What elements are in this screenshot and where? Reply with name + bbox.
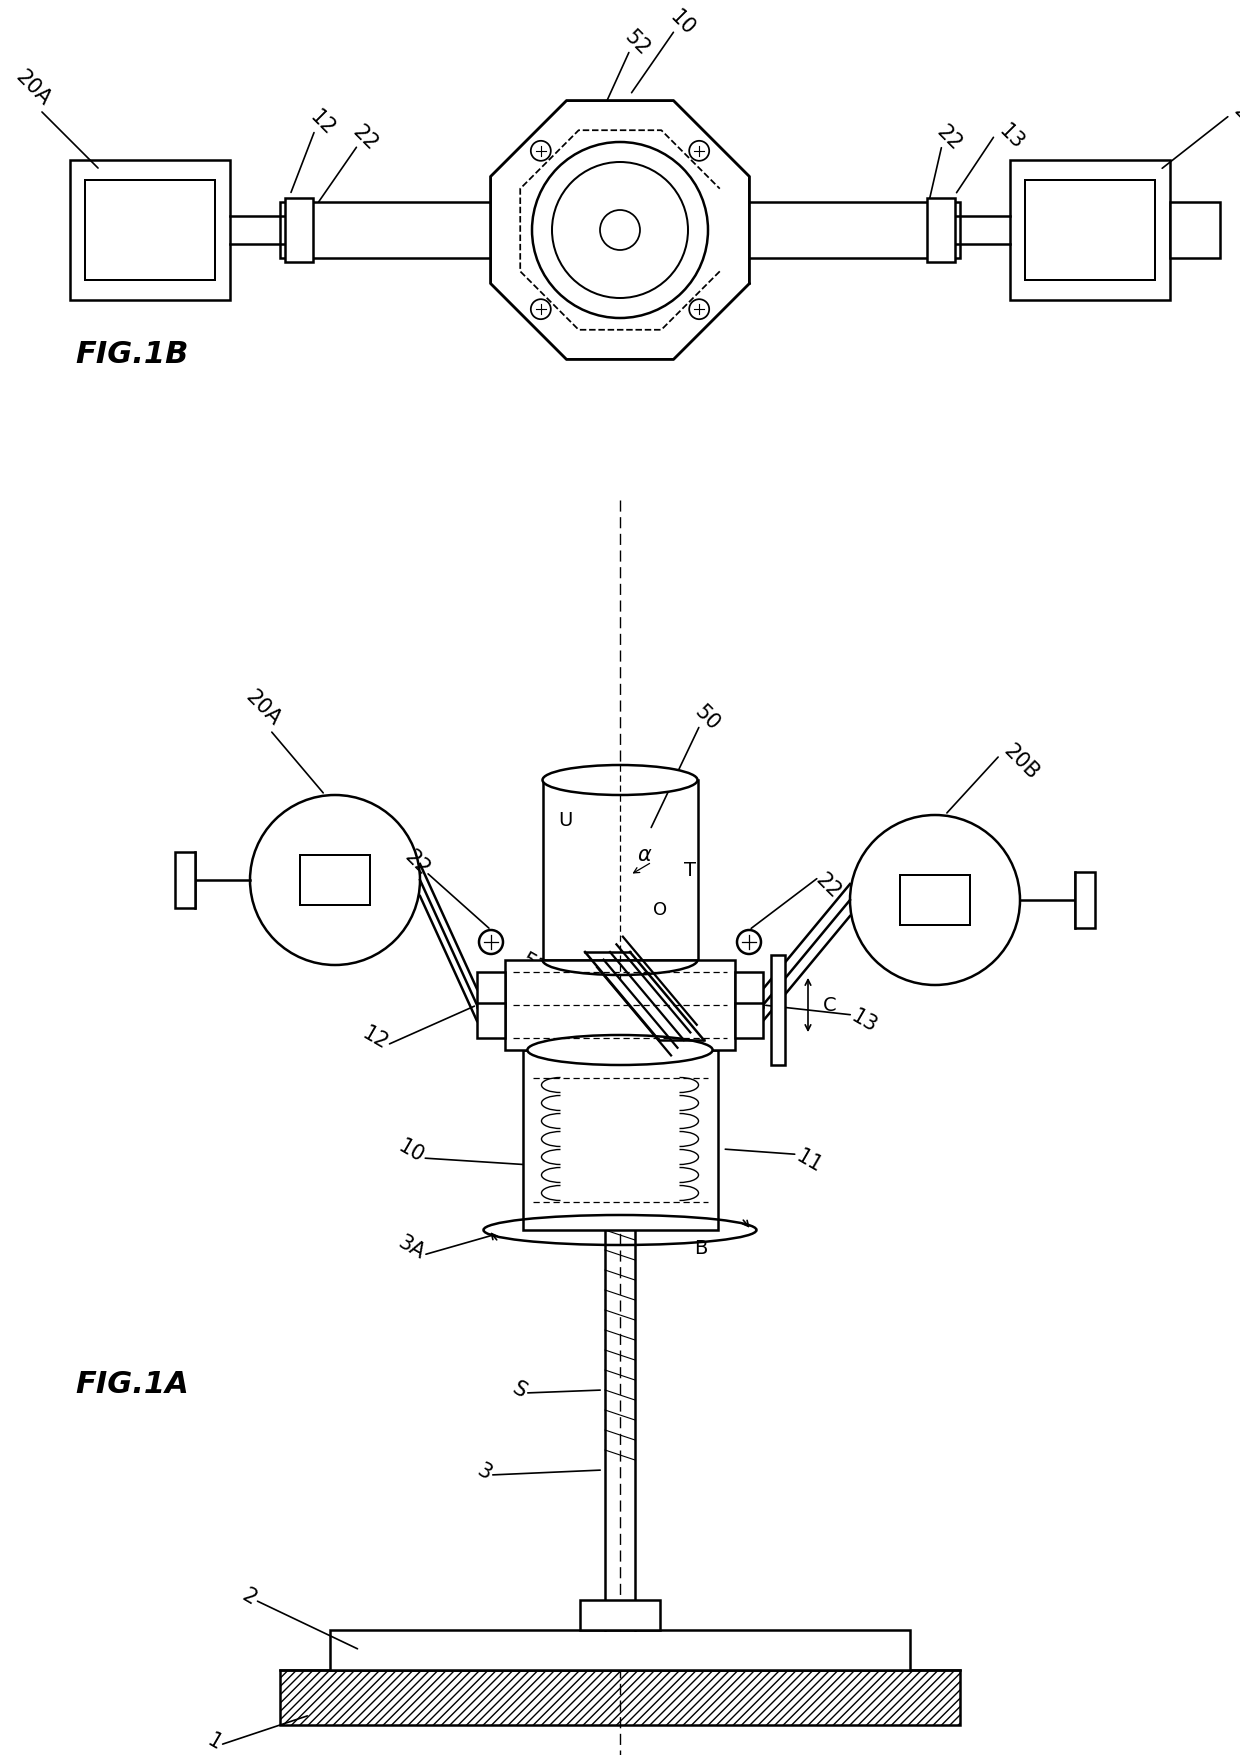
Circle shape xyxy=(600,211,640,249)
Text: 12: 12 xyxy=(360,1023,392,1053)
Text: A: A xyxy=(650,1139,663,1158)
Text: 3: 3 xyxy=(474,1460,495,1483)
Text: 3A: 3A xyxy=(394,1232,428,1264)
Circle shape xyxy=(531,140,551,161)
Text: 22: 22 xyxy=(812,870,844,902)
Bar xyxy=(1075,872,1095,928)
Bar xyxy=(735,1004,763,1037)
Text: 20A: 20A xyxy=(11,67,55,111)
Bar xyxy=(771,955,785,1065)
Bar xyxy=(1171,202,1220,258)
Bar xyxy=(505,960,735,1049)
Text: FIG.1A: FIG.1A xyxy=(74,1371,188,1399)
Text: 50: 50 xyxy=(691,702,723,734)
Bar xyxy=(69,160,229,300)
Text: 10: 10 xyxy=(666,7,698,39)
Circle shape xyxy=(479,930,503,955)
Bar xyxy=(285,198,312,261)
Text: 51: 51 xyxy=(527,985,560,1016)
Ellipse shape xyxy=(543,765,697,795)
Text: 10: 10 xyxy=(394,1135,428,1167)
Polygon shape xyxy=(491,100,749,360)
Text: $\alpha$: $\alpha$ xyxy=(637,844,652,865)
Bar xyxy=(477,1004,505,1037)
Text: T: T xyxy=(684,860,696,879)
Text: 22: 22 xyxy=(932,121,966,154)
Bar xyxy=(280,202,960,258)
Text: 20A: 20A xyxy=(242,686,284,730)
Bar xyxy=(300,855,370,906)
Text: O: O xyxy=(653,900,667,920)
Bar xyxy=(543,779,697,960)
Circle shape xyxy=(849,814,1021,985)
Text: 13: 13 xyxy=(994,121,1028,154)
Text: 2: 2 xyxy=(238,1585,260,1609)
Circle shape xyxy=(250,795,420,965)
Text: 12: 12 xyxy=(305,107,339,139)
Text: 22: 22 xyxy=(401,846,433,879)
Text: C: C xyxy=(823,995,837,1014)
Bar xyxy=(86,181,215,281)
Text: 20B: 20B xyxy=(999,741,1043,784)
Circle shape xyxy=(552,161,688,298)
Text: U: U xyxy=(558,811,572,830)
Bar xyxy=(175,851,195,907)
Circle shape xyxy=(737,930,761,955)
Text: 52: 52 xyxy=(517,949,551,981)
Bar xyxy=(477,972,505,1007)
Bar xyxy=(900,876,970,925)
Bar xyxy=(580,1601,660,1630)
Bar xyxy=(1025,181,1154,281)
Circle shape xyxy=(689,298,709,319)
Text: 52: 52 xyxy=(621,26,653,60)
Bar xyxy=(1011,160,1171,300)
Ellipse shape xyxy=(527,1035,713,1065)
Text: S: S xyxy=(508,1378,529,1402)
Bar xyxy=(928,198,955,261)
Text: 1: 1 xyxy=(203,1730,224,1753)
Text: 22: 22 xyxy=(348,121,382,154)
Text: 13: 13 xyxy=(848,1006,880,1037)
Text: B: B xyxy=(694,1239,708,1258)
Bar xyxy=(330,1630,910,1671)
Bar xyxy=(280,1671,960,1725)
Text: FIG.1B: FIG.1B xyxy=(74,340,188,369)
Bar xyxy=(735,972,763,1007)
Circle shape xyxy=(532,142,708,318)
Bar xyxy=(522,1049,718,1230)
Circle shape xyxy=(689,140,709,161)
Text: 20B: 20B xyxy=(1230,100,1240,144)
Circle shape xyxy=(531,298,551,319)
Text: 11: 11 xyxy=(792,1146,826,1176)
